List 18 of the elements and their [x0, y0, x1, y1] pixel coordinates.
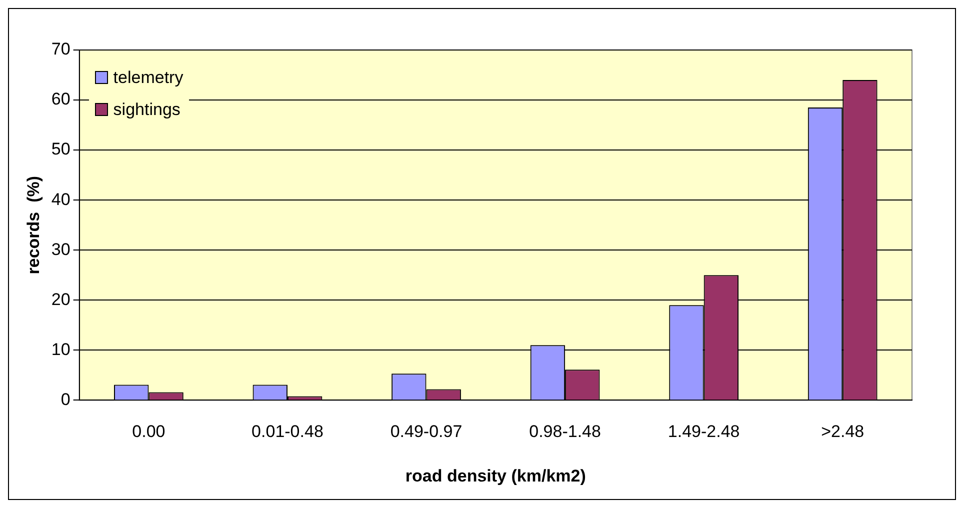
x-tick-label: >2.48 — [821, 422, 864, 442]
y-axis-title: records (%) — [24, 176, 43, 274]
x-tick-label: 0.98-1.48 — [529, 422, 601, 442]
y-tick-label: 70 — [51, 40, 70, 59]
y-tick-label: 30 — [51, 240, 70, 259]
x-tick-label: 0.01-0.48 — [252, 422, 324, 442]
legend-label: telemetry — [113, 68, 184, 87]
x-tick-label: 0.00 — [132, 422, 166, 442]
y-tick-label: 50 — [51, 140, 70, 159]
y-tick-label: 20 — [51, 290, 70, 309]
x-tick-label: 1.49-2.48 — [668, 422, 740, 442]
y-tick-label: 10 — [51, 340, 70, 359]
y-tick-label: 0 — [60, 390, 70, 409]
y-tick-label: 40 — [51, 190, 70, 209]
x-axis-title: road density (km/km2) — [405, 466, 586, 486]
y-tick-label: 60 — [51, 90, 70, 109]
x-tick-label: 0.49-0.97 — [390, 422, 462, 442]
legend-label: sightings — [113, 100, 180, 119]
